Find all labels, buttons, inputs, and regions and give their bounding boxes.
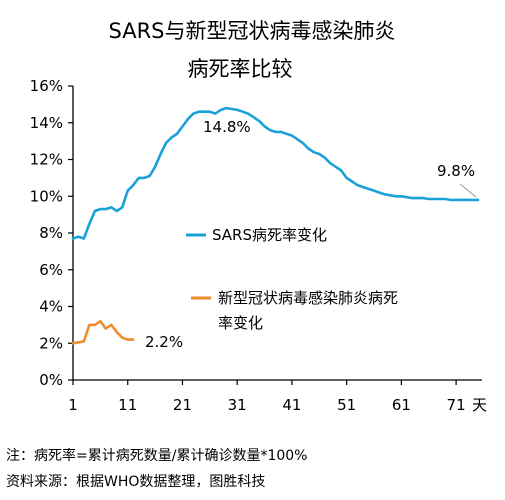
annotation-ncov-end: 2.2%	[145, 333, 183, 351]
sars-series-line	[71, 106, 480, 240]
y-tick-label: 16%	[30, 77, 63, 95]
legend-label-ncov-line-2: 率变化	[218, 314, 263, 332]
chart-title-line-1: SARS与新型冠状病毒感染肺炎	[108, 19, 395, 43]
x-tick-label: 1	[68, 396, 78, 414]
footnote-source: 资料来源：根据WHO数据整理，图胜科技	[6, 474, 265, 490]
x-axis-unit: 天	[472, 396, 487, 414]
annotation-sars-end: 9.8%	[437, 162, 475, 180]
y-tick-label: 6%	[39, 261, 63, 279]
x-tick-label: 21	[173, 396, 192, 414]
series-layer	[71, 106, 480, 345]
y-axis-ticks: 0% 2% 4% 6% 8% 10% 12% 14% 16%	[30, 77, 73, 389]
y-tick-label: 4%	[39, 298, 63, 316]
x-axis-ticks: 1 11 21 31 41 51 61 71	[68, 380, 466, 414]
y-tick-label: 10%	[30, 187, 63, 205]
x-tick-label: 61	[392, 396, 411, 414]
y-tick-label: 0%	[39, 371, 63, 389]
y-tick-label: 8%	[39, 224, 63, 242]
annotation-sars-end-leader	[459, 183, 477, 198]
x-tick-label: 41	[282, 396, 301, 414]
footnote-formula: 注：病死率=累计病死数量/累计确诊数量*100%	[6, 447, 307, 464]
ncov-series-line	[71, 319, 135, 345]
y-tick-label: 14%	[30, 114, 63, 132]
y-tick-label: 12%	[30, 151, 63, 169]
annotation-sars-peak: 14.8%	[203, 118, 251, 136]
x-tick-label: 31	[228, 396, 247, 414]
legend-label-sars: SARS病死率变化	[212, 226, 327, 244]
x-tick-label: 51	[337, 396, 356, 414]
x-tick-label: 11	[118, 396, 137, 414]
y-tick-label: 2%	[39, 334, 63, 352]
x-tick-label: 71	[447, 396, 466, 414]
chart-title-line-2: 病死率比较	[188, 57, 293, 81]
legend-label-ncov-line-1: 新型冠状病毒感染肺炎病死	[218, 289, 398, 307]
